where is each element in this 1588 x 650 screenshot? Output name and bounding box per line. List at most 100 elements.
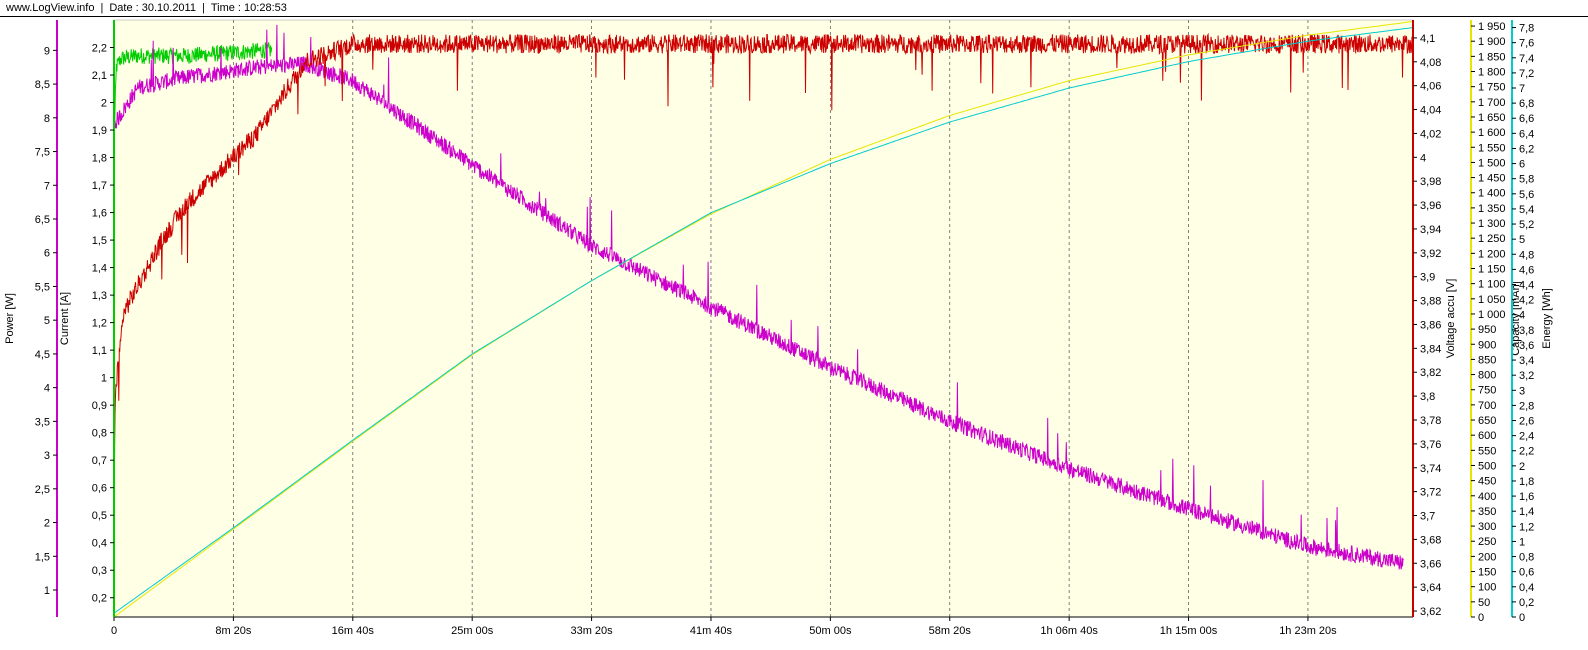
current-tick-label: 1,1 xyxy=(92,345,107,357)
power-tick-label: 8,5 xyxy=(35,79,50,91)
energy-tick-label: 3,2 xyxy=(1519,370,1534,382)
separator: | xyxy=(201,2,205,14)
capacity-tick-label: 800 xyxy=(1478,370,1496,382)
capacity-tick-label: 1 300 xyxy=(1478,218,1506,230)
power-tick-label: 5 xyxy=(44,315,50,327)
capacity-tick-label: 50 xyxy=(1478,597,1490,609)
separator: | xyxy=(100,2,104,14)
voltage-tick-label: 3,66 xyxy=(1420,558,1441,570)
x-tick-label: 41m 40s xyxy=(690,625,733,637)
energy-axis-label: Energy [Wh] xyxy=(1541,288,1553,349)
voltage-tick-label: 3,94 xyxy=(1420,224,1441,236)
voltage-tick-label: 3,68 xyxy=(1420,534,1441,546)
energy-tick-label: 6,2 xyxy=(1519,143,1534,155)
capacity-tick-label: 1 700 xyxy=(1478,97,1506,109)
current-tick-label: 2,1 xyxy=(92,70,107,82)
energy-tick-label: 4 xyxy=(1519,310,1525,322)
capacity-tick-label: 1 200 xyxy=(1478,248,1506,260)
voltage-tick-label: 4,06 xyxy=(1420,81,1441,93)
current-tick-label: 1,8 xyxy=(92,153,107,165)
capacity-tick-label: 100 xyxy=(1478,582,1496,594)
current-tick-label: 1,5 xyxy=(92,235,107,247)
power-tick-label: 7,5 xyxy=(35,147,50,159)
voltage-tick-label: 3,98 xyxy=(1420,176,1441,188)
capacity-tick-label: 900 xyxy=(1478,339,1496,351)
capacity-tick-label: 650 xyxy=(1478,415,1496,427)
energy-tick-label: 2,6 xyxy=(1519,416,1534,428)
power-tick-label: 6,5 xyxy=(35,214,50,226)
energy-tick-label: 7,4 xyxy=(1519,53,1534,65)
energy-tick-label: 2,4 xyxy=(1519,431,1534,443)
energy-tick-label: 4,4 xyxy=(1519,279,1534,291)
current-tick-label: 0,5 xyxy=(92,510,107,522)
capacity-tick-label: 550 xyxy=(1478,445,1496,457)
energy-tick-label: 4,6 xyxy=(1519,264,1534,276)
energy-tick-label: 0,2 xyxy=(1519,597,1534,609)
capacity-tick-label: 1 400 xyxy=(1478,188,1506,200)
capacity-tick-label: 1 150 xyxy=(1478,263,1506,275)
energy-tick-label: 5 xyxy=(1519,234,1525,246)
energy-tick-label: 2 xyxy=(1519,461,1525,473)
series-line xyxy=(113,32,1414,485)
voltage-tick-label: 3,62 xyxy=(1420,606,1441,618)
voltage-tick-label: 3,88 xyxy=(1420,296,1441,308)
voltage-tick-label: 4,1 xyxy=(1420,33,1435,45)
capacity-tick-label: 1 000 xyxy=(1478,309,1506,321)
voltage-tick-label: 4,08 xyxy=(1420,57,1441,69)
capacity-tick-label: 150 xyxy=(1478,567,1496,579)
capacity-tick-label: 1 350 xyxy=(1478,203,1506,215)
energy-tick-label: 3 xyxy=(1519,385,1525,397)
voltage-tick-label: 3,7 xyxy=(1420,511,1435,523)
energy-tick-label: 0 xyxy=(1519,612,1525,624)
energy-tick-label: 2,8 xyxy=(1519,400,1534,412)
capacity-tick-label: 1 250 xyxy=(1478,233,1506,245)
capacity-tick-label: 1 850 xyxy=(1478,51,1506,63)
energy-tick-label: 2,2 xyxy=(1519,446,1534,458)
current-tick-label: 1,2 xyxy=(92,318,107,330)
voltage-tick-label: 3,64 xyxy=(1420,582,1441,594)
voltage-tick-label: 3,8 xyxy=(1420,391,1435,403)
site-label: www.LogView.info xyxy=(6,2,95,14)
x-tick-label: 1h 15m 00s xyxy=(1160,625,1218,637)
voltage-tick-label: 3,96 xyxy=(1420,200,1441,212)
energy-tick-label: 3,4 xyxy=(1519,355,1534,367)
energy-tick-label: 4,2 xyxy=(1519,295,1534,307)
current-tick-label: 2,2 xyxy=(92,43,107,55)
capacity-tick-label: 1 650 xyxy=(1478,112,1506,124)
voltage-tick-label: 3,74 xyxy=(1420,463,1441,475)
power-tick-label: 4 xyxy=(44,383,50,395)
energy-tick-label: 3,6 xyxy=(1519,340,1534,352)
power-tick-label: 7 xyxy=(44,180,50,192)
capacity-tick-label: 0 xyxy=(1478,612,1484,624)
capacity-tick-label: 850 xyxy=(1478,354,1496,366)
power-tick-label: 2 xyxy=(44,518,50,530)
energy-tick-label: 1,6 xyxy=(1519,491,1534,503)
current-tick-label: 0,7 xyxy=(92,455,107,467)
energy-tick-label: 1 xyxy=(1519,536,1525,548)
voltage-axis-label: Voltage accu [V] xyxy=(1445,279,1457,359)
power-tick-label: 1,5 xyxy=(35,551,50,563)
capacity-tick-label: 750 xyxy=(1478,385,1496,397)
current-tick-label: 1,6 xyxy=(92,208,107,220)
energy-tick-label: 7,6 xyxy=(1519,38,1534,50)
capacity-tick-label: 1 500 xyxy=(1478,157,1506,169)
power-tick-label: 9 xyxy=(44,45,50,57)
capacity-tick-label: 1 050 xyxy=(1478,294,1506,306)
series-line xyxy=(113,27,1414,614)
voltage-tick-label: 3,9 xyxy=(1420,272,1435,284)
power-tick-label: 2,5 xyxy=(35,484,50,496)
voltage-tick-label: 4,04 xyxy=(1420,105,1441,117)
energy-tick-label: 1,4 xyxy=(1519,506,1534,518)
power-tick-label: 1 xyxy=(44,585,50,597)
energy-tick-label: 0,8 xyxy=(1519,552,1534,564)
energy-tick-label: 0,4 xyxy=(1519,582,1534,594)
power-tick-label: 5,5 xyxy=(35,281,50,293)
capacity-tick-label: 950 xyxy=(1478,324,1496,336)
energy-tick-label: 4,8 xyxy=(1519,249,1534,261)
capacity-tick-label: 1 750 xyxy=(1478,82,1506,94)
series-line xyxy=(113,24,1404,571)
power-tick-label: 8 xyxy=(44,113,50,125)
capacity-tick-label: 300 xyxy=(1478,521,1496,533)
energy-tick-label: 6 xyxy=(1519,159,1525,171)
